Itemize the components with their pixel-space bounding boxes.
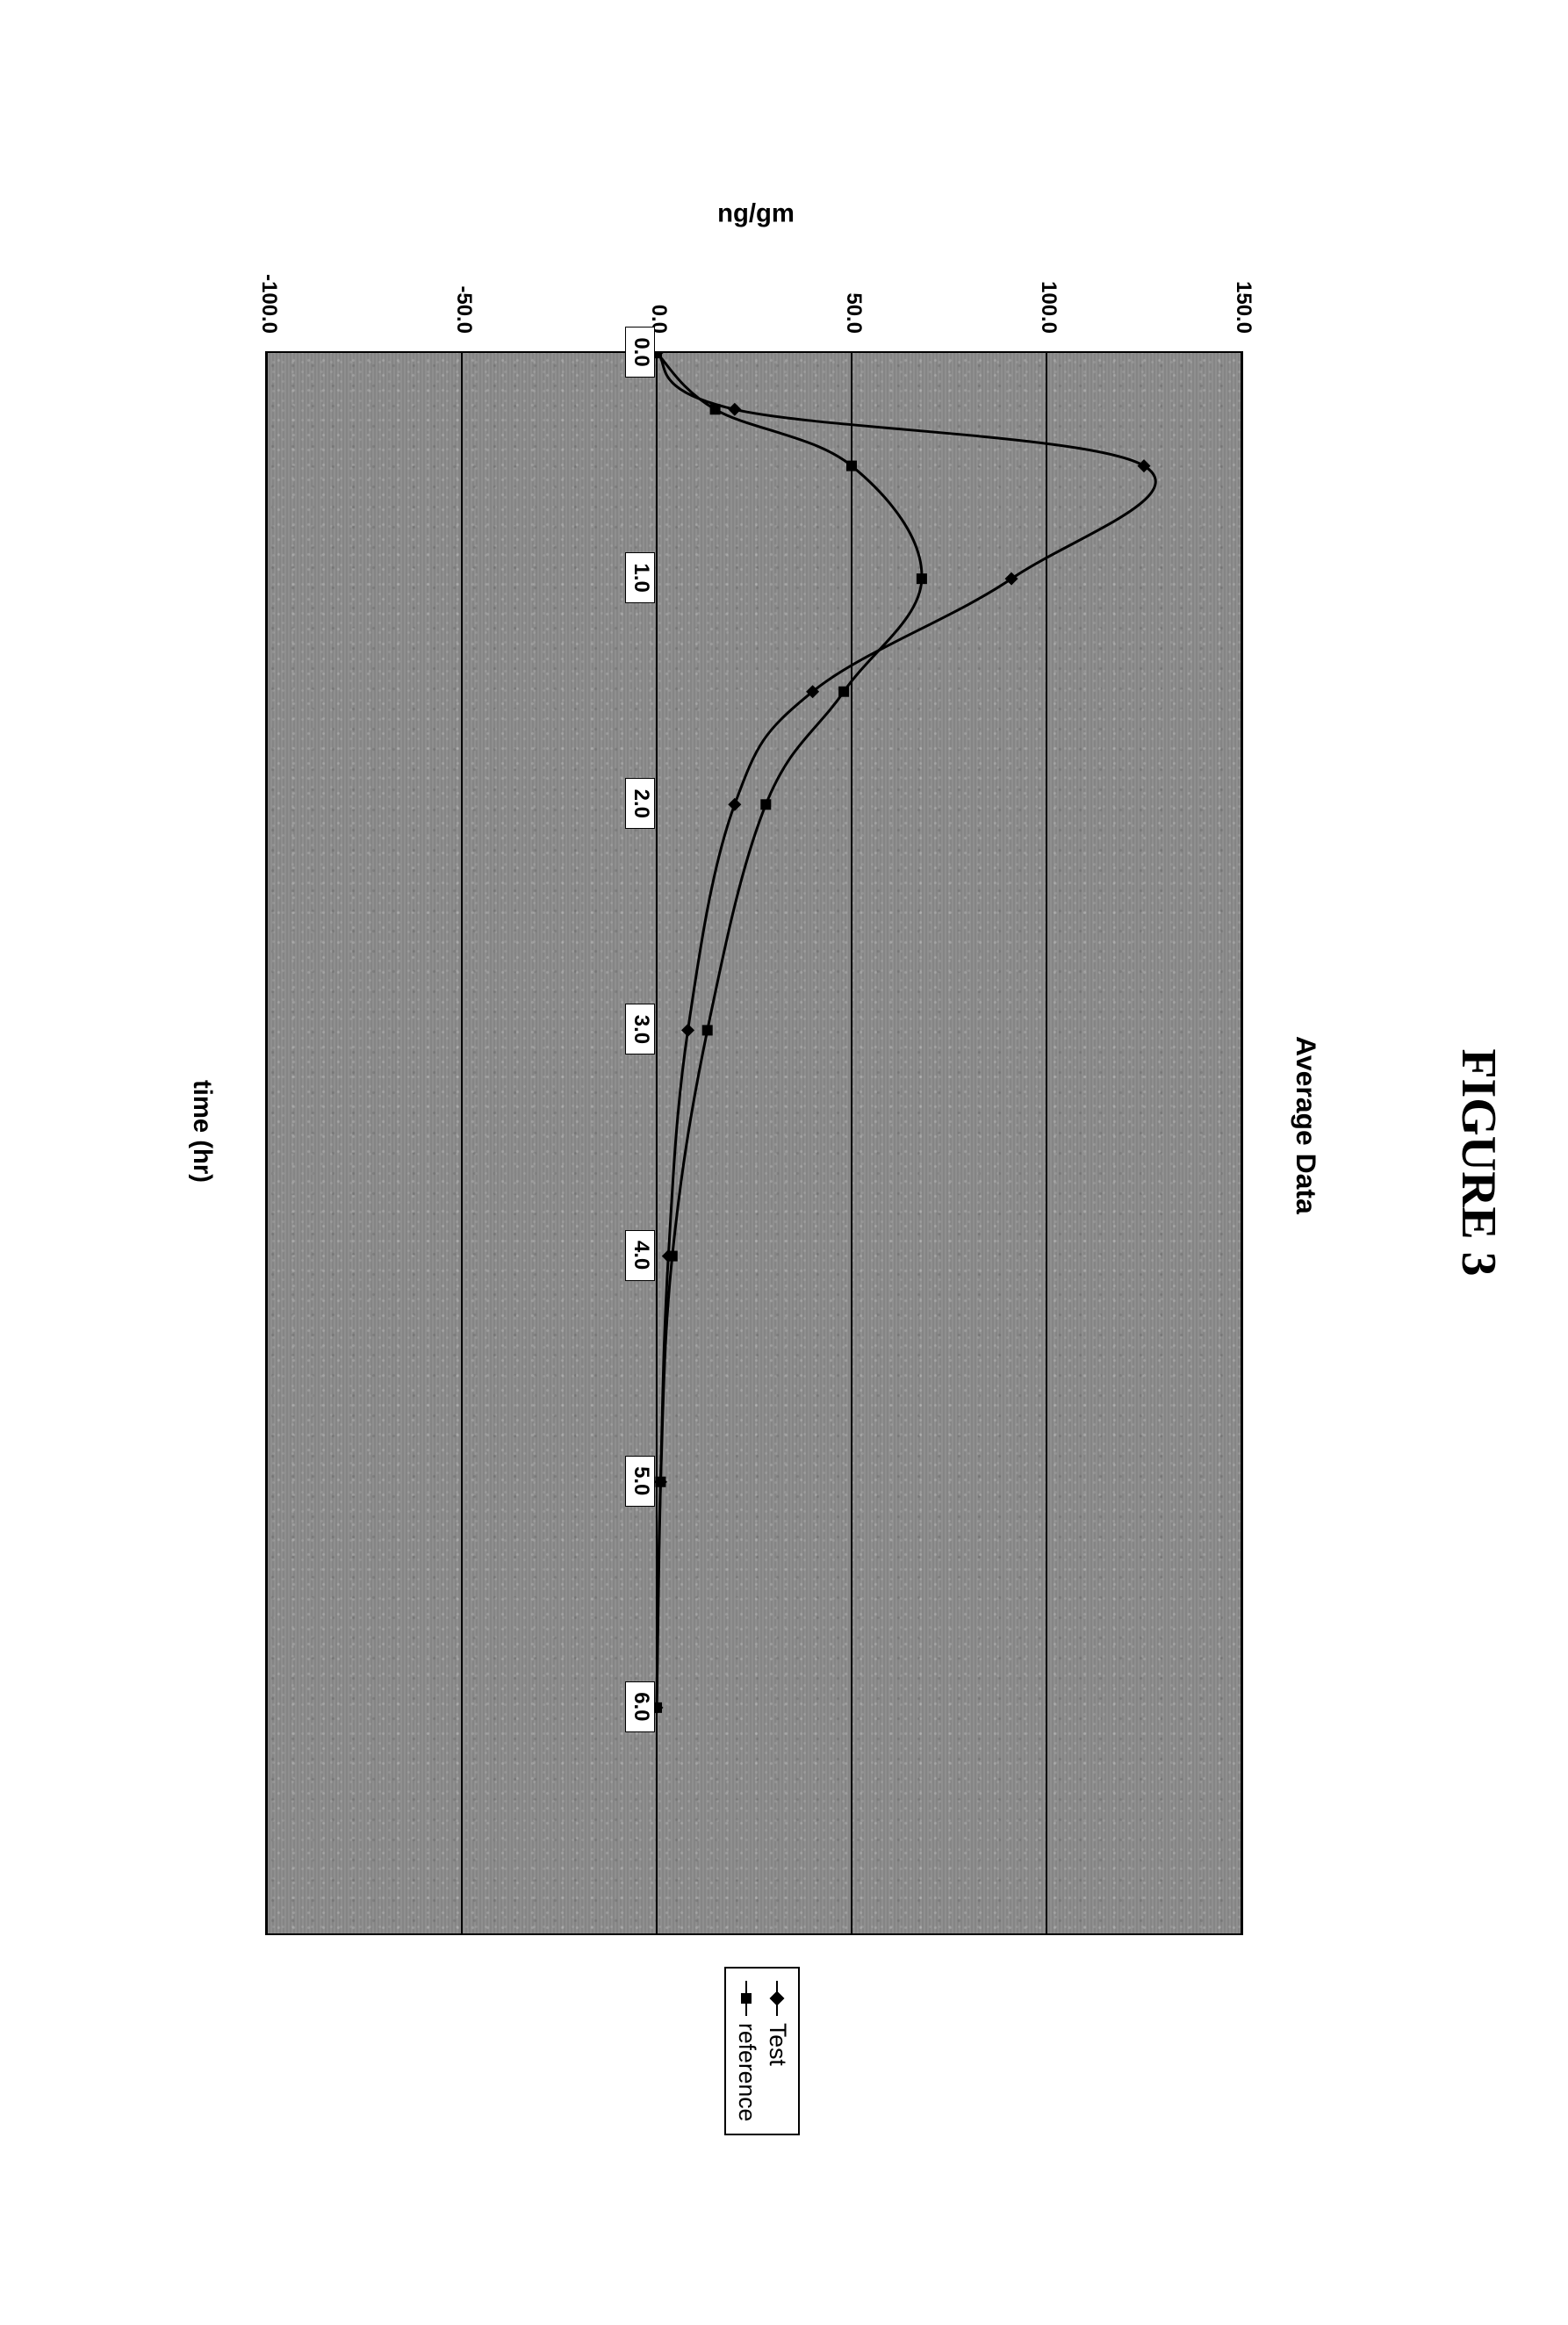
y-tick-label: 0.0 [646,246,671,334]
series-layer [267,353,1241,1933]
legend-line [746,1981,748,2016]
diamond-icon [770,1991,785,2006]
legend-label: Test [764,2023,791,2066]
legend-item: reference [731,1976,762,2127]
figure-title: FIGURE 3 [1450,1048,1507,1276]
legend-label: reference [733,2023,760,2121]
page: FIGURE 3 Average Data -100.0 -50.0 0.0 50.0… [0,0,1568,2325]
series-marker [917,573,927,584]
series-marker [710,404,721,414]
y-tick-label: -100.0 [256,246,281,334]
series-marker [838,687,849,697]
series-marker [760,799,771,810]
series-line [657,353,922,1708]
x-tick-label: 2.0 [625,778,655,829]
series-marker [702,1025,713,1035]
x-axis-label: time (hr) [187,1080,216,1183]
series-marker [655,1477,665,1487]
series-marker [846,461,857,471]
square-icon [742,1993,752,2004]
series-marker [681,1024,694,1037]
x-tick-label: 5.0 [625,1456,655,1507]
chart-legend: Testreference [724,1967,800,2135]
x-tick-label: 1.0 [625,552,655,603]
y-axis-label: ng/gm [717,199,795,228]
chart-stage: FIGURE 3 Average Data -100.0 -50.0 0.0 50.0… [0,0,1568,2325]
legend-item: Test [762,1976,793,2127]
y-tick-label: 50.0 [841,246,866,334]
legend-line [777,1981,779,2016]
chart-title: Average Data [1290,1036,1322,1214]
plot-area [265,351,1243,1935]
series-marker [667,1251,678,1262]
y-tick-label: 100.0 [1036,246,1061,334]
x-tick-label: 6.0 [625,1681,655,1732]
x-tick-label: 3.0 [625,1004,655,1055]
x-tick-label: 4.0 [625,1230,655,1281]
series-marker [728,798,741,811]
x-tick-label: 0.0 [625,327,655,378]
y-tick-label: -50.0 [451,246,476,334]
series-line [657,353,1155,1708]
y-tick-label: 150.0 [1231,246,1255,334]
series-marker [728,403,741,416]
